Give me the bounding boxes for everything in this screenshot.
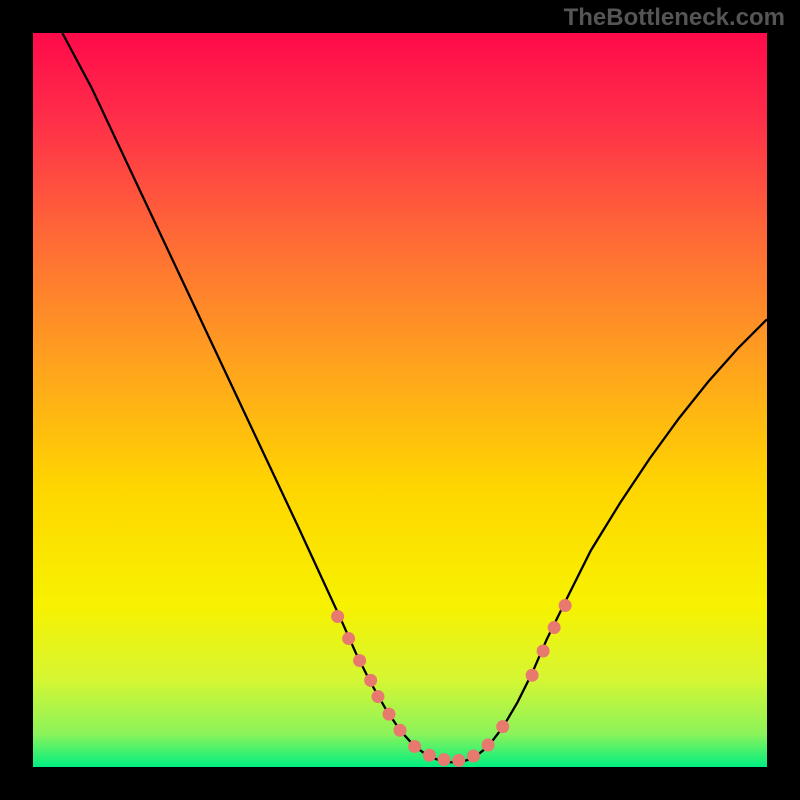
marker-dot [371,690,384,703]
marker-dot [496,720,509,733]
marker-dot [452,754,465,767]
plot-background [33,33,767,767]
marker-dot [526,669,539,682]
marker-dot [342,632,355,645]
marker-dot [548,621,561,634]
marker-dot [394,724,407,737]
watermark-text: TheBottleneck.com [564,4,785,32]
marker-dot [559,599,572,612]
marker-dot [482,738,495,751]
marker-dot [408,740,421,753]
marker-dot [353,654,366,667]
marker-dot [438,753,451,766]
marker-dot [364,674,377,687]
marker-dot [467,749,480,762]
marker-dot [382,708,395,721]
marker-dot [423,749,436,762]
chart-svg [0,0,800,800]
marker-dot [331,610,344,623]
marker-dot [537,645,550,658]
